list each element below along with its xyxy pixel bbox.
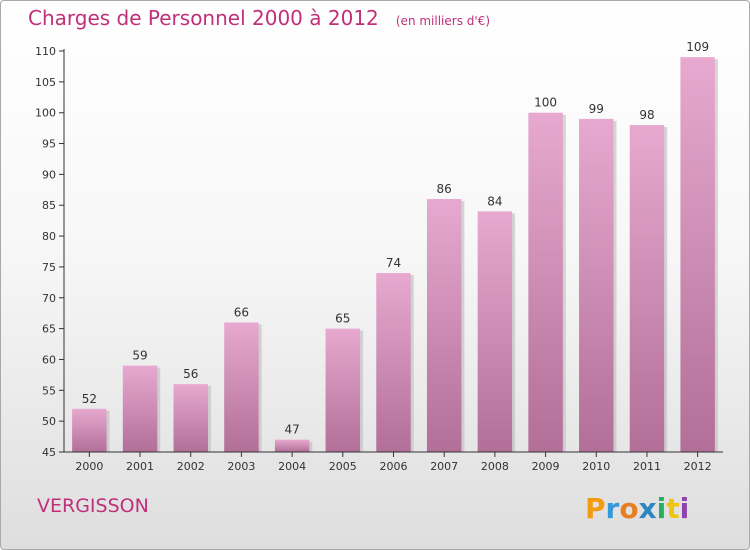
value-label: 99 xyxy=(589,102,604,116)
y-tick-label: 80 xyxy=(42,230,56,243)
x-tick-label: 2003 xyxy=(227,460,255,473)
bar-2002 xyxy=(173,384,208,452)
y-tick-label: 110 xyxy=(35,45,56,58)
bar-2005 xyxy=(325,328,361,452)
y-tick-label: 55 xyxy=(42,384,56,397)
bar-2012 xyxy=(680,57,715,453)
chart-title: Charges de Personnel 2000 à 2012 (en mil… xyxy=(28,6,490,30)
bar-2009 xyxy=(528,112,563,452)
value-label: 56 xyxy=(183,367,198,381)
x-tick-label: 2010 xyxy=(582,460,610,473)
x-tick-label: 2002 xyxy=(177,460,205,473)
value-label: 52 xyxy=(82,392,97,406)
x-tick-label: 2007 xyxy=(430,460,458,473)
chart-unit-text: (en milliers d'€) xyxy=(395,14,490,28)
bar-2001 xyxy=(122,365,158,452)
x-tick-label: 2008 xyxy=(481,460,509,473)
y-tick-label: 95 xyxy=(42,138,56,151)
y-tick-label: 70 xyxy=(42,292,56,305)
y-tick-label: 105 xyxy=(35,76,56,89)
proxiti-logo: Proxiti xyxy=(585,492,689,525)
value-label: 109 xyxy=(686,40,709,54)
bar-2006 xyxy=(376,273,411,452)
x-tick-label: 2004 xyxy=(278,460,306,473)
bar-2000 xyxy=(72,408,107,452)
y-tick-label: 50 xyxy=(42,415,56,428)
svg-text:Proxiti: Proxiti xyxy=(585,492,689,525)
value-label: 86 xyxy=(437,182,452,196)
x-tick-label: 2005 xyxy=(329,460,357,473)
value-label: 65 xyxy=(335,312,350,326)
value-label: 100 xyxy=(534,96,557,110)
value-label: 59 xyxy=(132,349,147,363)
x-tick-label: 2009 xyxy=(532,460,560,473)
bar-2010 xyxy=(579,118,614,452)
x-tick-label: 2001 xyxy=(126,460,154,473)
y-tick-label: 45 xyxy=(42,446,56,459)
value-label: 66 xyxy=(234,305,249,319)
value-label: 74 xyxy=(386,256,401,270)
value-label: 84 xyxy=(487,194,502,208)
bar-2007 xyxy=(426,199,462,452)
y-tick-label: 100 xyxy=(35,107,56,120)
bar-2004 xyxy=(274,439,310,452)
y-tick-label: 75 xyxy=(42,261,56,274)
value-label: 47 xyxy=(284,423,299,437)
x-tick-label: 2000 xyxy=(75,460,103,473)
bar-2003 xyxy=(224,322,259,452)
y-tick-label: 90 xyxy=(42,168,56,181)
x-tick-label: 2011 xyxy=(633,460,661,473)
chart-title-text: Charges de Personnel 2000 à 2012 xyxy=(28,6,379,30)
y-tick-label: 65 xyxy=(42,323,56,336)
y-tick-label: 60 xyxy=(42,353,56,366)
value-label: 98 xyxy=(639,108,654,122)
x-tick-label: 2006 xyxy=(380,460,408,473)
y-tick-label: 85 xyxy=(42,199,56,212)
commune-name: VERGISSON xyxy=(37,495,149,517)
x-tick-label: 2012 xyxy=(684,460,712,473)
bar-2008 xyxy=(477,211,513,452)
bar-2011 xyxy=(629,125,665,453)
